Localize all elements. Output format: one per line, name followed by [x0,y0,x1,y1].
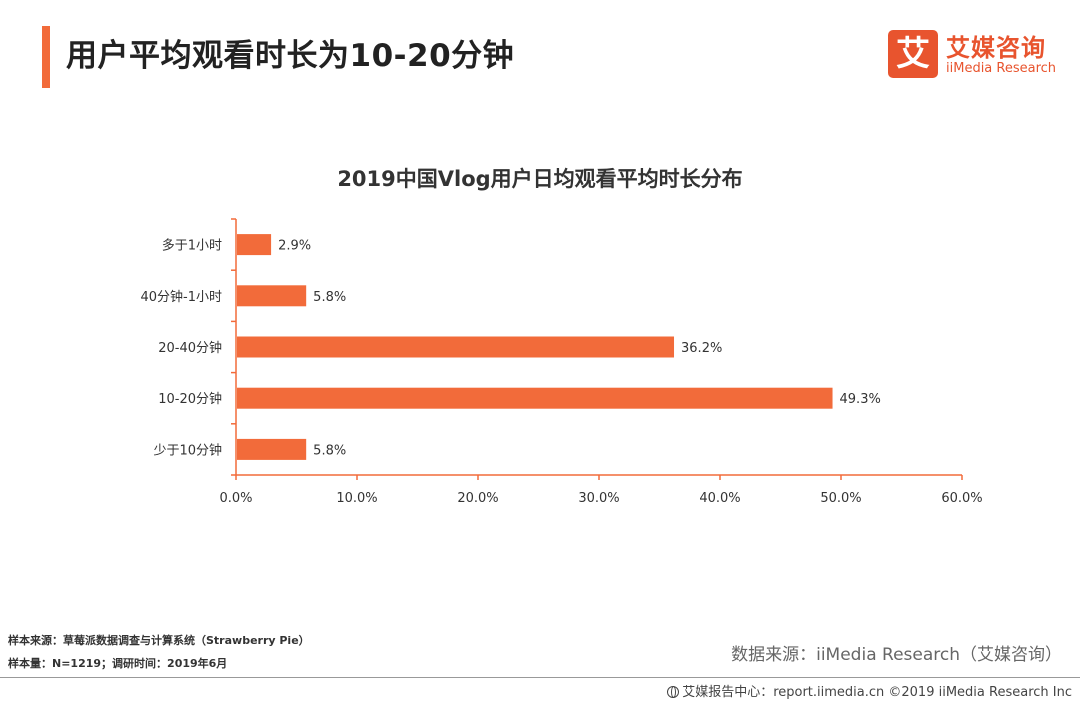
category-label: 少于10分钟 [153,442,222,458]
data-label: 5.8% [313,290,346,305]
bar [237,336,675,358]
data-label: 49.3% [840,392,881,407]
bar [237,387,833,409]
data-label: 5.8% [313,443,346,458]
x-tick-label: 0.0% [219,491,252,506]
x-tick-label: 40.0% [699,491,740,506]
x-tick-label: 20.0% [457,491,498,506]
bar [237,285,307,307]
x-tick-label: 60.0% [941,491,982,506]
data-label: 36.2% [681,341,722,356]
x-tick-label: 30.0% [578,491,619,506]
category-label: 10-20分钟 [158,391,222,407]
bar [237,438,307,460]
page-title: 用户平均观看时长为10-20分钟 [66,38,515,74]
footer-divider [0,677,1080,678]
data-label: 2.9% [278,239,311,254]
x-tick-label: 10.0% [336,491,377,506]
title-accent-bar [42,26,50,88]
category-label: 40分钟-1小时 [140,289,222,305]
category-label: 20-40分钟 [158,340,222,356]
bar [237,234,272,256]
sample-source-note: 样本来源：草莓派数据调查与计算系统（Strawberry Pie） [8,634,310,647]
iimedia-logo: 艾 艾媒咨询 iiMedia Research [888,26,1068,84]
copyright-line: 艾媒报告中心：report.iimedia.cn ©2019 iiMedia R… [667,681,1072,700]
copyright-text: 艾媒报告中心：report.iimedia.cn ©2019 iiMedia R… [682,685,1072,700]
globe-icon [667,686,680,698]
category-label: 多于1小时 [162,238,222,254]
logo-name-en: iiMedia Research [946,61,1057,76]
data-source-note: 数据来源：iiMedia Research（艾媒咨询） [731,645,1062,665]
sample-size-note: 样本量：N=1219；调研时间：2019年6月 [8,657,228,670]
logo-name-cn: 艾媒咨询 [946,34,1046,62]
x-tick-label: 50.0% [820,491,861,506]
chart-title: 2019中国Vlog用户日均观看平均时长分布 [337,167,743,191]
logo-mark-icon: 艾 [888,30,938,78]
